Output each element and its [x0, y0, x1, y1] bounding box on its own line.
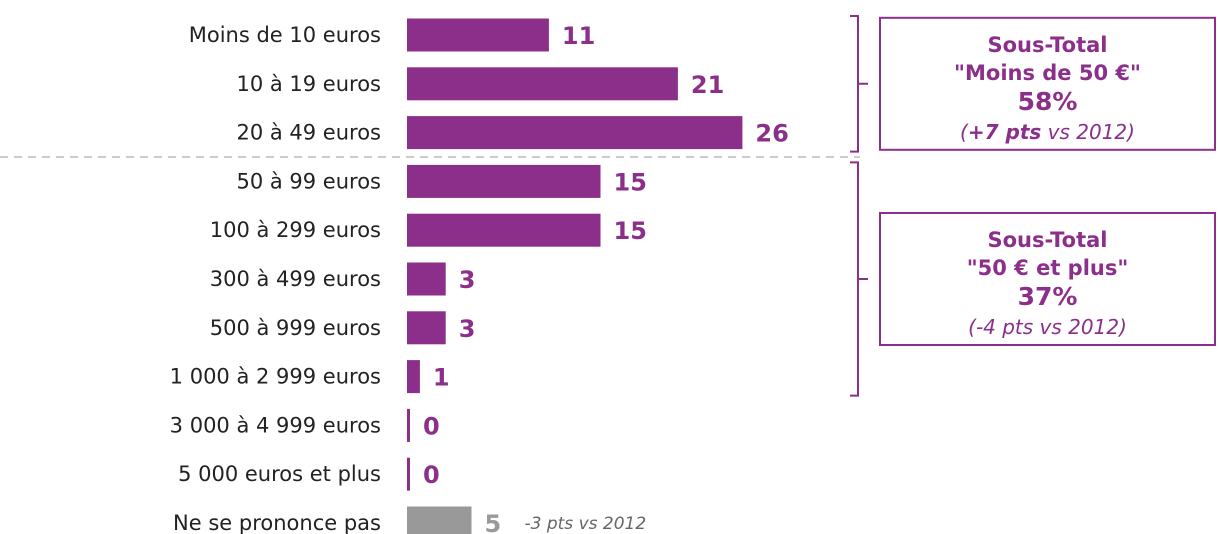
category-label: 100 à 299 euros	[210, 218, 381, 242]
category-label: 10 à 19 euros	[236, 72, 381, 96]
subtotal-box	[879, 16, 1216, 151]
bar	[407, 506, 472, 534]
value-label: 5	[485, 510, 502, 534]
bar	[407, 408, 410, 442]
bar	[407, 67, 678, 101]
subtotal-box	[879, 212, 1216, 346]
labels-layer: Moins de 10 euros 11 10 à 19 euros 21 20 à 4…	[170, 22, 789, 534]
subtotal-change: (+7 pts vs 2012)	[960, 120, 1135, 144]
value-label: 1	[433, 364, 450, 392]
value-label: 0	[423, 412, 440, 440]
bar	[407, 18, 549, 52]
value-label: 21	[691, 71, 724, 99]
bar	[407, 116, 743, 150]
category-label: 20 à 49 euros	[236, 121, 381, 145]
category-label: 3 000 à 4 999 euros	[170, 413, 381, 437]
value-label: 15	[614, 217, 647, 245]
category-label: 300 à 499 euros	[210, 267, 381, 291]
subtotal-title: Sous-Total	[987, 228, 1107, 252]
group-bracket	[850, 161, 868, 397]
bar	[407, 360, 420, 394]
group-bracket	[850, 15, 868, 153]
bar	[407, 164, 601, 198]
bar	[407, 311, 446, 345]
value-label: 15	[614, 168, 647, 196]
category-label: Moins de 10 euros	[189, 23, 381, 47]
subtotal-subtitle: "Moins de 50 €"	[954, 61, 1141, 85]
value-label: 11	[562, 22, 595, 50]
bar	[407, 213, 601, 247]
value-label: 26	[755, 120, 788, 148]
subtotal-percent: 58%	[1018, 87, 1078, 116]
value-label: 3	[459, 266, 476, 294]
value-label: 0	[423, 461, 440, 489]
groups-layer: Sous-Total "Moins de 50 €"58% (+7 pts vs 2…	[850, 15, 1216, 397]
bar	[407, 262, 446, 296]
bar	[407, 457, 410, 491]
category-label: 50 à 99 euros	[236, 169, 381, 193]
category-label: 1 000 à 2 999 euros	[170, 365, 381, 389]
value-label: 3	[459, 315, 476, 343]
subtotal-title: Sous-Total	[987, 33, 1107, 57]
category-label: Ne se prononce pas	[173, 511, 381, 534]
category-label: 500 à 999 euros	[210, 316, 381, 340]
category-label: 5 000 euros et plus	[178, 462, 381, 486]
subtotal-change: (-4 pts vs 2012)	[968, 315, 1127, 339]
bars-layer	[407, 18, 743, 534]
annotation-text: -3 pts vs 2012	[525, 514, 647, 534]
subtotal-subtitle: "50 € et plus"	[967, 256, 1129, 280]
subtotal-percent: 37%	[1018, 282, 1078, 311]
